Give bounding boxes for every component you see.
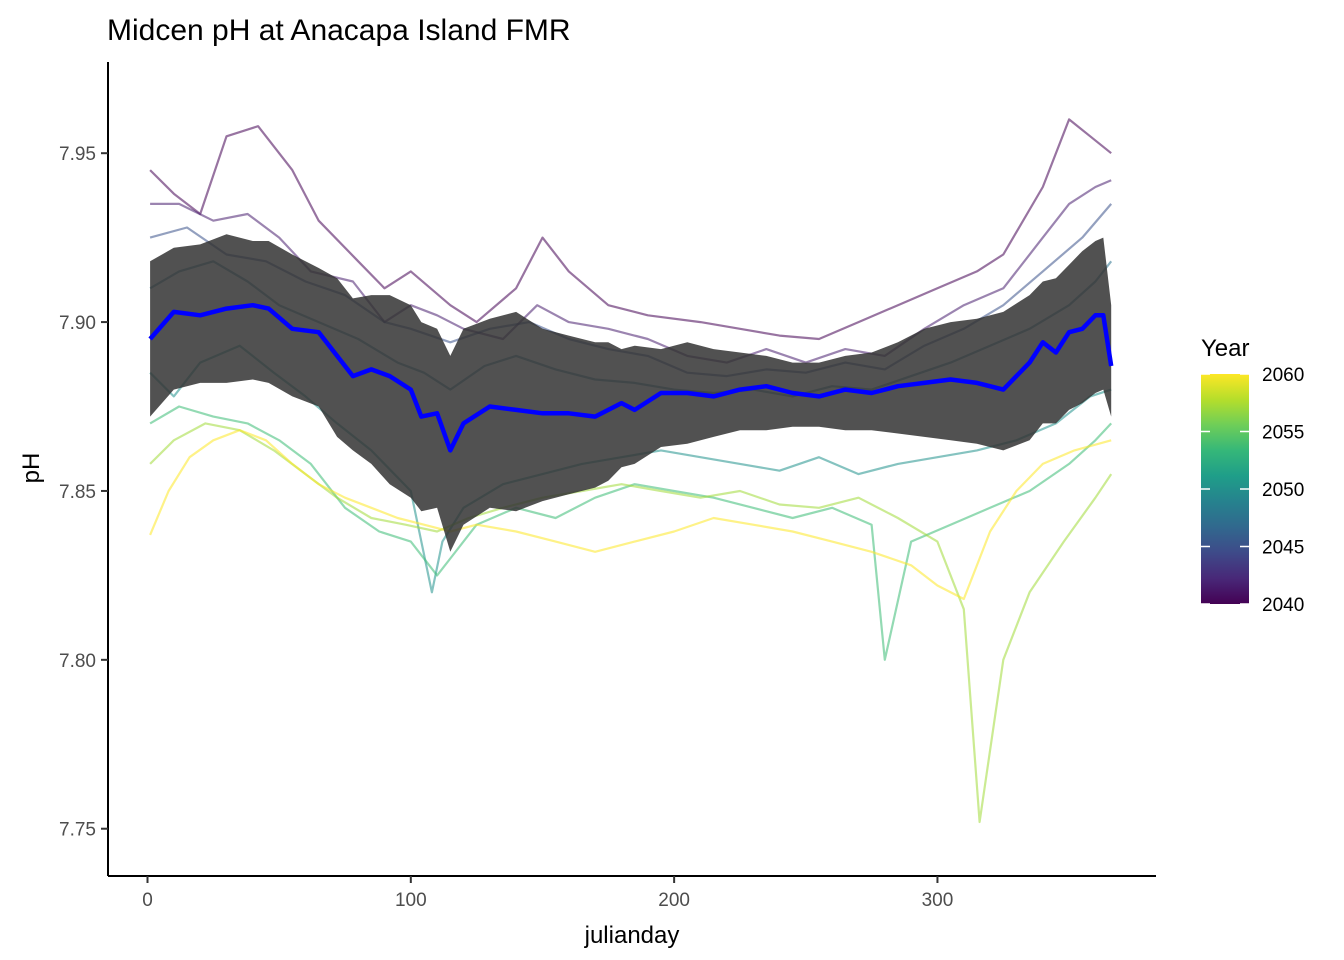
x-tick-label: 300 [922, 890, 954, 911]
legend-tick-label: 2045 [1262, 538, 1304, 559]
y-tick-label: 7.90 [59, 313, 96, 334]
x-tick-label: 0 [142, 890, 153, 911]
x-tick-label: 200 [658, 890, 690, 911]
legend: Year 2040 2045 2050 2055 2060 [1201, 335, 1304, 616]
ribbon-layer [150, 234, 1112, 552]
x-axis-ticks: 0 100 200 300 [142, 876, 953, 911]
mean-layer [148, 302, 1114, 453]
x-tick-label: 100 [395, 890, 427, 911]
mean-line [148, 302, 1114, 453]
x-axis-label: julianday [584, 922, 680, 949]
legend-tick-label: 2060 [1262, 365, 1304, 386]
legend-tick-label: 2050 [1262, 480, 1304, 501]
y-tick-label: 7.85 [59, 482, 96, 503]
legend-ticks: 2040 2045 2050 2055 2060 [1201, 365, 1304, 616]
year-lines-layer [149, 118, 1113, 824]
legend-title: Year [1201, 335, 1250, 362]
y-axis-ticks: 7.75 7.80 7.85 7.90 7.95 [59, 144, 108, 841]
legend-tick-label: 2040 [1262, 595, 1304, 616]
plot-area [148, 118, 1114, 824]
y-tick-label: 7.80 [59, 651, 96, 672]
y-tick-label: 7.95 [59, 144, 96, 165]
legend-tick-label: 2055 [1262, 423, 1304, 444]
y-tick-label: 7.75 [59, 820, 96, 841]
series-line-2041 [149, 118, 1112, 341]
y-axis-label: pH [18, 453, 45, 484]
ribbon-band [150, 234, 1112, 552]
series-line-2057 [149, 422, 1113, 824]
chart-title: Midcen pH at Anacapa Island FMR [107, 14, 571, 47]
series-line-2060 [149, 429, 1112, 601]
series-line-2054 [149, 405, 1113, 661]
